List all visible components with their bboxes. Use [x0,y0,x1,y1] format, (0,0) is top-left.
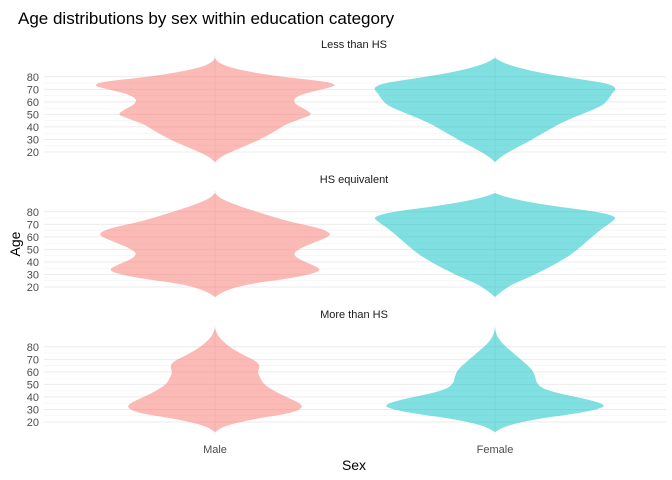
y-tick-label: 70 [27,354,39,366]
y-tick-label: 60 [27,367,39,379]
y-tick-label: 30 [27,404,39,416]
violin-male [100,193,330,297]
y-tick-label: 40 [27,257,39,269]
x-tick-label: Male [203,444,227,456]
y-tick-label: 80 [27,207,39,219]
y-tick-label: 20 [27,147,39,159]
y-axis-title: Age [7,231,23,256]
x-axis-title: Sex [342,457,366,473]
chart-title: Age distributions by sex within educatio… [18,9,395,28]
violin-male [95,58,335,162]
y-tick-label: 20 [27,282,39,294]
y-tick-label: 30 [27,269,39,281]
y-tick-label: 40 [27,122,39,134]
y-tick-label: 50 [27,244,39,256]
facet-strip-label: Less than HS [321,39,387,51]
y-tick-label: 60 [27,97,39,109]
facet-strip-label: HS equivalent [320,174,389,186]
x-axis-ticks: Male Female [203,444,513,456]
y-tick-label: 40 [27,392,39,404]
y-tick-label: 50 [27,379,39,391]
y-tick-label: 60 [27,232,39,244]
violin-male [128,328,302,432]
y-tick-label: 20 [27,417,39,429]
x-tick-label: Female [477,444,514,456]
y-tick-label: 70 [27,219,39,231]
violin-female [386,328,604,432]
violin-female [374,58,616,162]
facet-strip-label: More than HS [320,309,388,321]
y-tick-label: 80 [27,72,39,84]
y-tick-label: 50 [27,109,39,121]
violin-female [374,193,616,297]
y-tick-label: 80 [27,342,39,354]
y-tick-label: 70 [27,84,39,96]
y-tick-label: 30 [27,134,39,146]
